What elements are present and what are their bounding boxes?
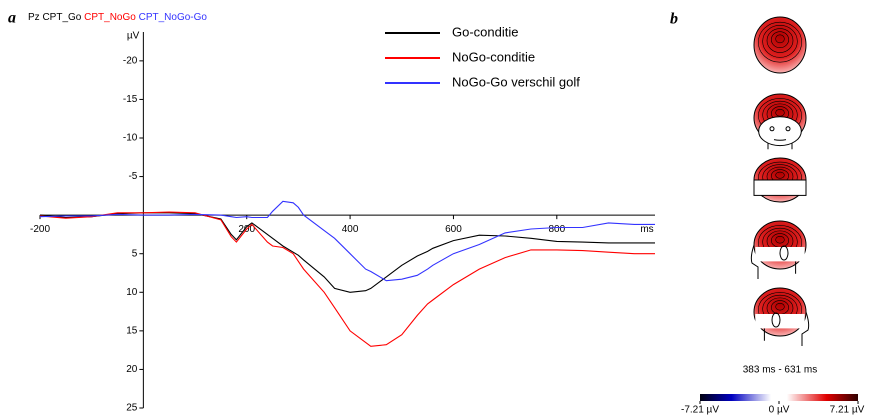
page: a Pz CPT_Go CPT_NoGo CPT_NoGo-Go µV ms -20 -1… <box>0 0 869 416</box>
x-tick-label: -200 <box>30 224 50 235</box>
scalp-map <box>751 221 806 279</box>
scalp-map <box>754 94 806 149</box>
y-tick-label: 15 <box>126 325 138 336</box>
y-tick-label: 5 <box>132 248 138 259</box>
trace-label: CPT_NoGo <box>84 12 136 23</box>
trace-header: Pz CPT_Go CPT_NoGo CPT_NoGo-Go <box>28 12 207 23</box>
trace-label: CPT_NoGo-Go <box>139 12 208 23</box>
channel-label: Pz <box>28 12 40 23</box>
y-tick-label: 10 <box>126 287 138 298</box>
scalp-map <box>754 158 806 202</box>
y-unit: µV <box>127 31 140 42</box>
x-tick-label: 600 <box>445 224 462 235</box>
y-tick-label: -15 <box>123 94 138 105</box>
colorbar <box>700 394 858 401</box>
legend-label: Go-conditie <box>452 24 518 39</box>
y-tick-label: 25 <box>126 403 138 414</box>
neck-back <box>754 180 806 195</box>
scalp-map <box>754 17 806 73</box>
colorbar-label: -7.21 µV <box>681 405 719 416</box>
legend-label: NoGo-Go verschil golf <box>452 74 580 89</box>
x-tick-label: 400 <box>342 224 359 235</box>
panel-label: b <box>670 11 678 28</box>
y-tick-label: 20 <box>126 364 138 375</box>
legend-label: NoGo-conditie <box>452 49 535 64</box>
panel-label: a <box>8 10 16 27</box>
figure: a Pz CPT_Go CPT_NoGo CPT_NoGo-Go µV ms -20 -1… <box>0 0 869 416</box>
scalp-map <box>754 288 809 346</box>
colorbar-label: 7.21 µV <box>830 405 865 416</box>
y-tick-label: -5 <box>128 171 137 182</box>
trace-label: CPT_Go <box>42 12 81 23</box>
y-tick-label: -10 <box>123 133 138 144</box>
colorbar-label: 0 µV <box>769 405 790 416</box>
time-range: 383 ms - 631 ms <box>743 365 817 376</box>
x-unit: ms <box>640 224 653 235</box>
y-tick-label: -20 <box>123 55 138 66</box>
face <box>759 117 802 146</box>
x-tick-label: 800 <box>548 224 565 235</box>
